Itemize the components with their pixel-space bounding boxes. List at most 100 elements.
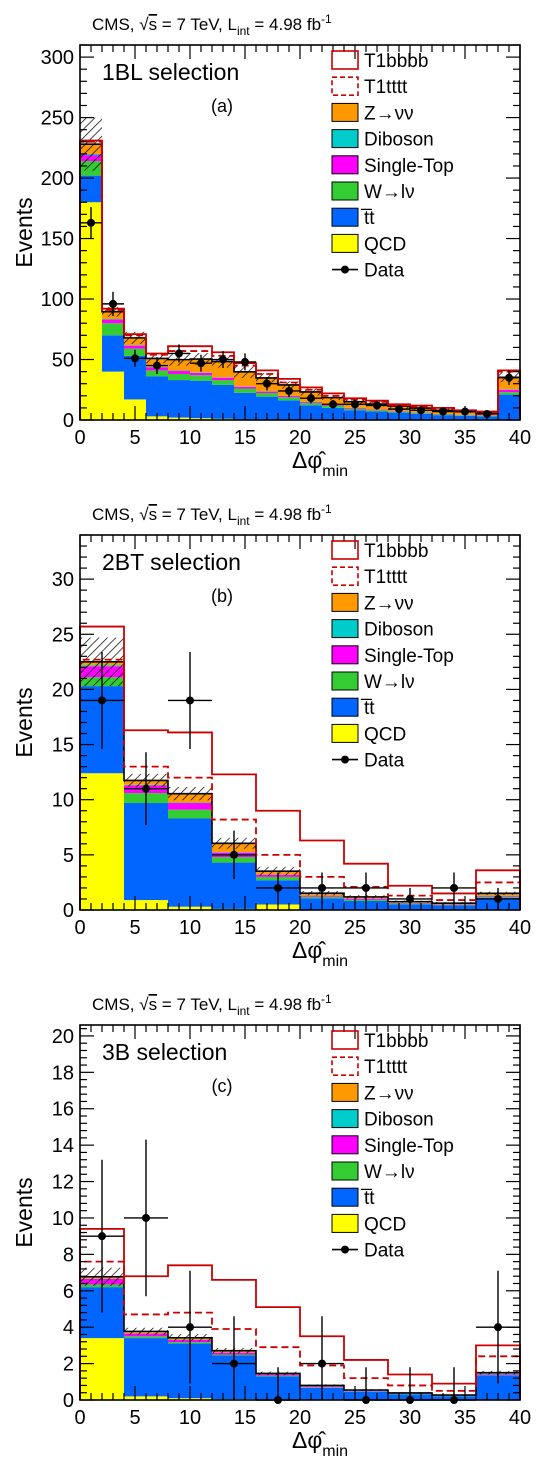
legend-label-ttbar: t̅t bbox=[360, 208, 375, 229]
selection-label: 3B selection bbox=[102, 1039, 227, 1065]
legend-swatch-diboson bbox=[331, 129, 359, 149]
legend-swatch-diboson bbox=[331, 1109, 359, 1129]
y-tick-label: 200 bbox=[41, 168, 74, 190]
header-part: = 4.98 fb bbox=[250, 505, 321, 524]
legend-label-qcd: QCD bbox=[364, 1214, 406, 1235]
legend-label-t1tttt: T1tttt bbox=[364, 567, 408, 588]
y-tick-label: 2 bbox=[63, 1354, 74, 1376]
legend-label-data: Data bbox=[364, 1241, 405, 1262]
bar-singletop bbox=[256, 391, 278, 394]
y-tick-label: 15 bbox=[52, 735, 74, 757]
y-tick-label: 4 bbox=[63, 1317, 74, 1339]
chart-c: CMS, √s = 7 TeV, Lint = 4.98 fb-1 0 5 10 15 2… bbox=[11, 992, 531, 1460]
y-tick-label: 12 bbox=[52, 1172, 74, 1194]
data-point bbox=[417, 406, 425, 415]
legend-swatch-t1tttt bbox=[331, 566, 359, 586]
legend-swatch-zinv bbox=[331, 102, 359, 122]
header-part: int bbox=[237, 1004, 250, 1018]
legend-swatch-data-marker bbox=[341, 755, 349, 764]
chart-a: CMS, √s = 7 TeV, Lint = 4.98 fb-1 0 5 10 15 2… bbox=[11, 12, 531, 480]
data-point bbox=[318, 1359, 326, 1368]
bar-wlnu bbox=[300, 402, 322, 406]
bar-ttbar bbox=[102, 335, 124, 372]
uncertainty-band bbox=[300, 388, 322, 396]
header-part: = 7 TeV, L bbox=[157, 995, 237, 1014]
panel-c: CMS, √s = 7 TeV, Lint = 4.98 fb-1 0 5 10 15 2… bbox=[0, 980, 542, 1468]
y-tick-label: 10 bbox=[52, 1208, 74, 1230]
bar-wlnu bbox=[278, 397, 300, 401]
y-tick-label: 250 bbox=[41, 108, 74, 130]
bar-ttbar bbox=[124, 355, 146, 400]
x-tick-label: 5 bbox=[129, 917, 140, 939]
x-tick-label: 15 bbox=[234, 1407, 256, 1429]
header-part: = 7 TeV, L bbox=[157, 15, 237, 34]
header-text: CMS, √s = 7 TeV, Lint = 4.98 fb-1 bbox=[92, 12, 332, 38]
data-point bbox=[351, 400, 359, 409]
bar-wlnu bbox=[498, 392, 520, 395]
y-tick-label: 20 bbox=[52, 1026, 74, 1048]
header-part: s bbox=[149, 15, 158, 34]
header-part: = 4.98 fb bbox=[250, 15, 321, 34]
data-point bbox=[230, 1359, 238, 1368]
panel-label: (b) bbox=[211, 586, 233, 606]
x-axis-label-sub: min bbox=[322, 1443, 348, 1460]
legend-label-data: Data bbox=[364, 751, 405, 772]
x-tick-label: 40 bbox=[509, 427, 531, 449]
data-point bbox=[98, 1232, 106, 1241]
x-tick-label: 15 bbox=[234, 917, 256, 939]
x-tick-label: 20 bbox=[289, 427, 311, 449]
data-point bbox=[131, 354, 139, 363]
header-part: = 4.98 fb bbox=[250, 995, 321, 1014]
y-tick-label: 0 bbox=[63, 410, 74, 432]
bar-wlnu bbox=[256, 393, 278, 397]
y-tick-label: 6 bbox=[63, 1281, 74, 1303]
panel-label: (a) bbox=[211, 96, 233, 116]
header-text: CMS, √s = 7 TeV, Lint = 4.98 fb-1 bbox=[92, 502, 332, 528]
legend-swatch-qcd bbox=[331, 723, 359, 743]
legend-swatch-ttbar bbox=[331, 207, 359, 227]
x-axis-label-sub: min bbox=[322, 953, 348, 970]
bar-singletop bbox=[212, 377, 234, 381]
header-part: int bbox=[237, 24, 250, 38]
x-tick-label: 30 bbox=[399, 427, 421, 449]
data-point bbox=[87, 218, 95, 227]
header-text: CMS, √s = 7 TeV, Lint = 4.98 fb-1 bbox=[92, 992, 332, 1018]
x-axis-label: Δφ̂min bbox=[292, 937, 348, 970]
uncertainty-band bbox=[80, 117, 102, 171]
y-tick-label: 18 bbox=[52, 1062, 74, 1084]
bar-qcd bbox=[80, 202, 102, 420]
header-part: CMS, bbox=[92, 15, 139, 34]
bar-wlnu bbox=[168, 374, 190, 381]
legend-swatch-wlnu bbox=[331, 1161, 359, 1181]
legend-swatch-qcd bbox=[331, 1213, 359, 1233]
legend-label-singletop: Single-Top bbox=[364, 1136, 454, 1157]
data-point bbox=[373, 401, 381, 410]
legend-label-zinv: Z→νν bbox=[364, 1083, 414, 1104]
x-tick-label: 0 bbox=[74, 427, 85, 449]
y-tick-label: 30 bbox=[52, 569, 74, 591]
legend-swatch-singletop bbox=[331, 1135, 359, 1155]
selection-label: 1BL selection bbox=[102, 59, 239, 85]
header-part: CMS, bbox=[92, 995, 139, 1014]
y-tick-label: 8 bbox=[63, 1244, 74, 1266]
y-tick-label: 0 bbox=[63, 900, 74, 922]
x-tick-label: 10 bbox=[179, 1407, 201, 1429]
data-point bbox=[263, 379, 271, 388]
data-point bbox=[219, 355, 227, 364]
bar-qcd bbox=[80, 773, 124, 910]
legend-swatch-ttbar bbox=[331, 1187, 359, 1207]
legend-label-qcd: QCD bbox=[364, 724, 406, 745]
uncertainty-band bbox=[322, 395, 344, 401]
x-tick-label: 25 bbox=[344, 1407, 366, 1429]
header-part: s bbox=[149, 995, 158, 1014]
data-point bbox=[109, 299, 117, 308]
x-tick-label: 30 bbox=[399, 1407, 421, 1429]
legend-label-t1tttt: T1tttt bbox=[364, 1057, 408, 1078]
data-point bbox=[505, 373, 513, 382]
data-point bbox=[186, 1323, 194, 1332]
legend-label-diboson: Diboson bbox=[364, 130, 434, 151]
legend-swatch-t1bbbb bbox=[331, 540, 359, 560]
data-point bbox=[494, 1323, 502, 1332]
x-tick-label: 20 bbox=[289, 1407, 311, 1429]
bar-wlnu bbox=[366, 410, 388, 412]
